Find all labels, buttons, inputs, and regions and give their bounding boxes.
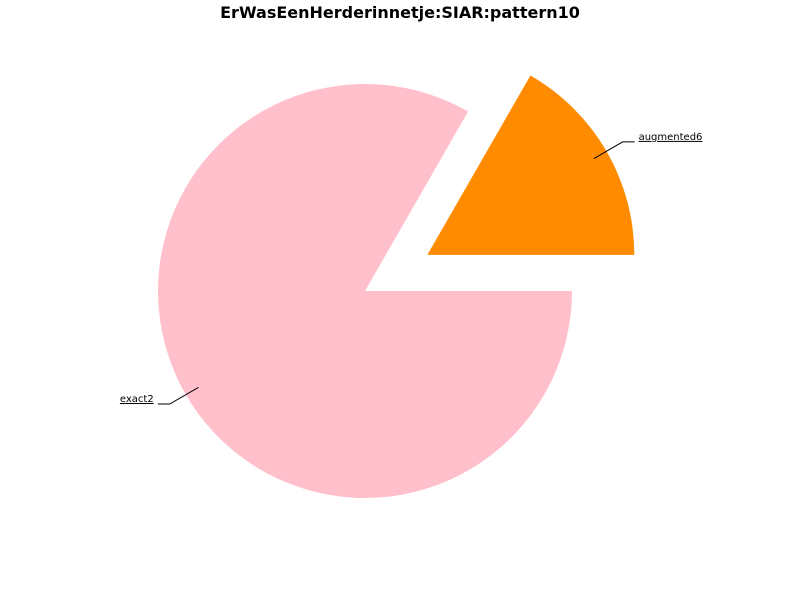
- pie-slice-augmented6: [427, 75, 635, 255]
- pie-slice-exact2: [157, 83, 572, 498]
- pie-labels: exact2 augmented6: [120, 132, 703, 405]
- slice-label-augmented6: augmented6: [639, 132, 703, 143]
- pie-slices: [157, 75, 635, 498]
- chart-title: ErWasEenHerderinnetje:SIAR:pattern10: [220, 3, 580, 22]
- leader-line-exact2: [157, 386, 199, 405]
- leader-line-augmented6: [593, 141, 635, 159]
- slice-label-exact2: exact2: [120, 394, 154, 405]
